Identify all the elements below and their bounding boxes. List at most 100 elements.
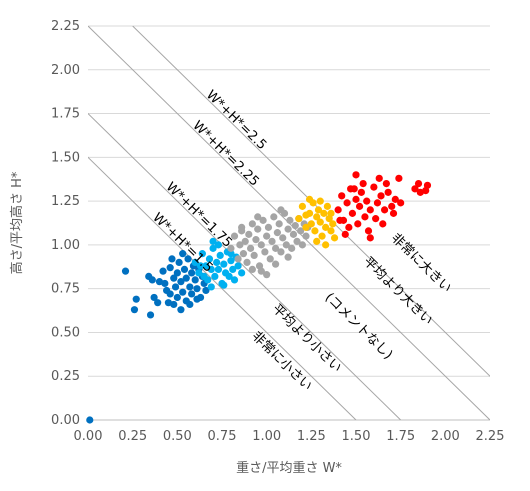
data-point: [272, 244, 280, 252]
data-point: [264, 223, 273, 231]
data-point: [307, 220, 315, 228]
x-tick-label: 0.25: [118, 429, 147, 444]
data-point: [257, 241, 265, 249]
data-point: [205, 255, 214, 263]
data-point: [248, 220, 256, 228]
data-point: [320, 209, 328, 217]
data-point: [350, 185, 358, 193]
data-point: [159, 267, 167, 275]
data-point: [375, 174, 383, 182]
data-point: [182, 274, 190, 282]
data-point: [248, 265, 256, 274]
data-point: [336, 216, 344, 224]
data-point: [293, 237, 301, 245]
data-point: [322, 223, 330, 231]
data-point: [382, 180, 390, 188]
data-point: [302, 211, 310, 219]
data-point: [238, 223, 246, 231]
data-point: [282, 241, 290, 249]
data-point: [148, 276, 156, 284]
data-point: [284, 225, 292, 233]
x-tick-label: 1.00: [252, 429, 281, 444]
data-point: [173, 293, 181, 302]
data-point: [277, 248, 285, 256]
data-point: [273, 229, 281, 237]
data-point: [323, 202, 332, 210]
data-point: [298, 241, 306, 249]
y-axis-title: 高さ/平均高さ H*: [9, 171, 25, 274]
data-point: [302, 223, 310, 231]
annotations: W*+H*=1.5W*+H*=1.75W*+H*=2.25W*+H*=2.5非常…: [149, 88, 454, 394]
data-point: [289, 230, 298, 238]
data-point: [150, 293, 158, 302]
data-point: [214, 265, 223, 274]
data-point: [225, 272, 233, 281]
data-point: [305, 195, 314, 203]
data-point: [230, 232, 239, 240]
data-point: [364, 227, 373, 235]
data-point: [202, 286, 210, 295]
data-point: [318, 232, 326, 240]
x-tick-label: 1.25: [297, 429, 326, 444]
data-point: [163, 286, 171, 295]
data-point: [184, 255, 192, 263]
data-point: [211, 272, 219, 281]
data-point: [209, 237, 217, 245]
data-point: [191, 258, 199, 266]
data-point: [254, 213, 262, 221]
data-point: [330, 234, 339, 242]
data-point: [380, 206, 389, 214]
axis-ticks: 0.00 0.25 0.50 0.75 1.00 1.25 1.50 1.75 2.00 2.25…: [51, 19, 504, 444]
x-tick-label: 1.75: [386, 429, 415, 444]
data-point: [179, 288, 187, 296]
data-point: [270, 213, 278, 221]
data-point: [355, 202, 364, 210]
data-point: [370, 183, 378, 191]
y-tick-label: 0.75: [51, 282, 80, 297]
data-point: [257, 267, 265, 275]
data-point: [411, 185, 419, 193]
data-point: [238, 269, 246, 277]
data-point: [327, 227, 335, 235]
data-point: [395, 174, 403, 182]
y-tick-label: 0.00: [51, 413, 80, 428]
data-point: [216, 251, 224, 259]
data-point: [193, 285, 201, 293]
data-point: [168, 255, 176, 263]
reference-line: [88, 112, 402, 420]
data-point: [220, 260, 228, 268]
data-point: [166, 264, 174, 272]
data-point: [234, 262, 242, 270]
data-point: [302, 232, 310, 240]
data-point: [245, 230, 253, 238]
data-point: [170, 300, 178, 309]
data-point: [272, 260, 280, 268]
data-point: [316, 218, 324, 226]
data-point: [198, 250, 206, 258]
data-point: [121, 267, 130, 275]
data-point: [373, 199, 382, 207]
data-point: [343, 199, 351, 207]
data-point: [363, 197, 371, 205]
data-point: [286, 216, 294, 224]
data-point: [291, 222, 299, 230]
data-point: [132, 295, 140, 303]
region-label: (コメントなし): [322, 290, 395, 362]
y-tick-label: 0.50: [51, 325, 80, 340]
data-point: [250, 251, 258, 259]
data-point: [234, 255, 242, 263]
data-point: [361, 213, 369, 221]
data-point: [334, 206, 342, 214]
data-point: [230, 276, 239, 284]
data-point: [214, 241, 223, 249]
data-point: [288, 244, 296, 252]
y-tick-label: 1.00: [51, 238, 80, 253]
x-axis-title: 重さ/平均重さ W*: [236, 460, 342, 476]
data-point: [229, 265, 237, 274]
data-point: [384, 188, 392, 196]
data-point: [366, 206, 374, 214]
data-point: [338, 192, 346, 200]
data-point: [275, 220, 283, 228]
data-point: [186, 283, 194, 291]
